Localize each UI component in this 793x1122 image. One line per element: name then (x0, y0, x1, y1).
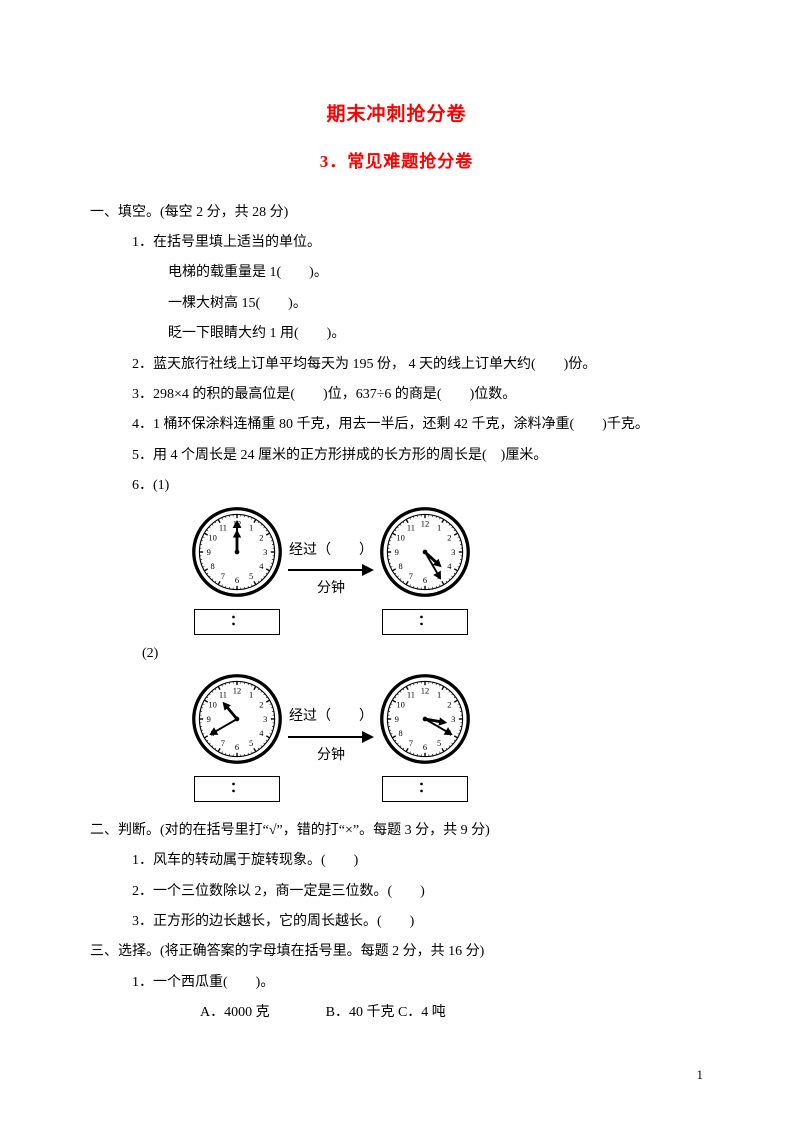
svg-text:10: 10 (396, 700, 404, 710)
q5: 5．用 4 个周长是 24 厘米的正方形拼成的长方形的周长是( )厘米。 (132, 445, 703, 467)
svg-text:5: 5 (437, 738, 441, 748)
q4: 4．1 桶环保涂料连桶重 80 千克，用去一半后，还剩 42 千克，涂料净重( … (132, 414, 703, 436)
q1a: 电梯的载重量是 1( )。 (168, 262, 703, 284)
svg-text:3: 3 (451, 547, 455, 557)
time-box-2a: ： (194, 776, 280, 802)
svg-text:10: 10 (208, 700, 216, 710)
svg-text:5: 5 (249, 572, 253, 582)
svg-text:1: 1 (437, 523, 441, 533)
svg-text:7: 7 (409, 738, 413, 748)
q6-row1: 123456789101112 ： 经过（ ） 分钟 1234567891011… (190, 505, 703, 635)
mid-text-2b: 分钟 (317, 745, 345, 767)
svg-text:9: 9 (207, 714, 211, 724)
svg-text:12: 12 (421, 519, 429, 529)
svg-text:2: 2 (447, 533, 451, 543)
arrow-2-icon (288, 730, 374, 744)
time-box-1a: ： (194, 609, 280, 635)
s3-q1-opts: A．4000 克 B．40 千克 C．4 吨 (200, 1002, 703, 1024)
q6-row2: 123456789101112 ： 经过（ ） 分钟 1234567891011… (190, 672, 703, 802)
clock-2a: 123456789101112 (190, 672, 284, 766)
s2-q1: 1．风车的转动属于旋转现象。( ) (132, 850, 703, 872)
svg-text:1: 1 (249, 523, 253, 533)
q6-2-label: (2) (142, 643, 703, 665)
svg-text:8: 8 (398, 561, 402, 571)
mid-text-1a: 经过（ ） (289, 540, 373, 562)
section-2-head: 二、判断。(对的在括号里打“√”，错的打“×”。每题 3 分，共 9 分) (90, 820, 703, 842)
time-box-2b: ： (382, 776, 468, 802)
mid-text-2a: 经过（ ） (289, 706, 373, 728)
s2-q3: 3．正方形的边长越长，它的周长越长。( ) (132, 911, 703, 933)
clock-1a-block: 123456789101112 ： (190, 505, 284, 635)
svg-text:11: 11 (219, 689, 227, 699)
svg-text:3: 3 (263, 547, 267, 557)
time-box-1b: ： (382, 609, 468, 635)
svg-text:11: 11 (407, 523, 415, 533)
svg-text:11: 11 (219, 523, 227, 533)
q1c: 眨一下眼睛大约 1 用( )。 (168, 323, 703, 345)
page-number: 1 (697, 1065, 704, 1086)
svg-text:12: 12 (233, 685, 241, 695)
svg-text:12: 12 (421, 685, 429, 695)
svg-text:3: 3 (263, 714, 267, 724)
q2: 2．蓝天旅行社线上订单平均每天为 195 份， 4 天的线上订单大约( )份。 (132, 354, 703, 376)
q1b: 一棵大树高 15( )。 (168, 293, 703, 315)
clock-2b: 123456789101112 (378, 672, 472, 766)
svg-text:2: 2 (259, 700, 263, 710)
clock-1b-block: 123456789101112 ： (378, 505, 472, 635)
arrow-1-icon (288, 563, 374, 577)
svg-text:6: 6 (235, 742, 239, 752)
svg-text:1: 1 (249, 689, 253, 699)
svg-text:10: 10 (208, 533, 216, 543)
svg-text:7: 7 (221, 738, 225, 748)
svg-text:6: 6 (423, 576, 427, 586)
q1: 1．在括号里填上适当的单位。 (132, 232, 703, 254)
clock-1a: 123456789101112 (190, 505, 284, 599)
svg-text:11: 11 (407, 689, 415, 699)
page-title: 期末冲刺抢分卷 (90, 100, 703, 130)
page-subtitle: 3．常见难题抢分卷 (90, 148, 703, 175)
svg-text:3: 3 (451, 714, 455, 724)
svg-text:10: 10 (396, 533, 404, 543)
clock-2b-block: 123456789101112 ： (378, 672, 472, 802)
svg-text:2: 2 (259, 533, 263, 543)
svg-text:9: 9 (395, 714, 399, 724)
svg-text:9: 9 (207, 547, 211, 557)
s2-q2: 2．一个三位数除以 2，商一定是三位数。( ) (132, 881, 703, 903)
svg-text:5: 5 (249, 738, 253, 748)
mid-col-1: 经过（ ） 分钟 (288, 540, 374, 601)
clock-1b: 123456789101112 (378, 505, 472, 599)
s3-q1: 1．一个西瓜重( )。 (132, 972, 703, 994)
svg-text:2: 2 (447, 700, 451, 710)
svg-text:6: 6 (235, 576, 239, 586)
svg-text:9: 9 (395, 547, 399, 557)
q6-1-label: 6．(1) (132, 475, 703, 497)
svg-text:7: 7 (409, 572, 413, 582)
section-1-head: 一、填空。(每空 2 分，共 28 分) (90, 202, 703, 224)
clock-2a-block: 123456789101112 ： (190, 672, 284, 802)
mid-col-2: 经过（ ） 分钟 (288, 706, 374, 767)
svg-text:1: 1 (437, 689, 441, 699)
section-3-head: 三、选择。(将正确答案的字母填在括号里。每题 2 分，共 16 分) (90, 941, 703, 963)
svg-text:6: 6 (423, 742, 427, 752)
q3: 3．298×4 的积的最高位是( )位，637÷6 的商是( )位数。 (132, 384, 703, 406)
svg-text:8: 8 (210, 561, 214, 571)
svg-text:7: 7 (221, 572, 225, 582)
svg-text:8: 8 (398, 728, 402, 738)
mid-text-1b: 分钟 (317, 578, 345, 600)
page: 期末冲刺抢分卷 3．常见难题抢分卷 一、填空。(每空 2 分，共 28 分) 1… (0, 0, 793, 1122)
